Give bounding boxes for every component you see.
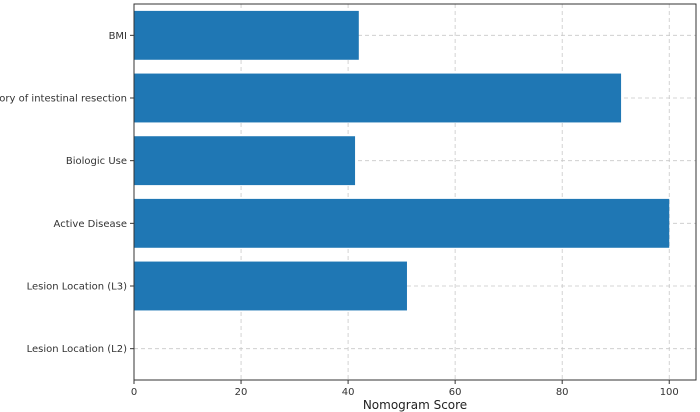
x-tick-label: 100 xyxy=(660,387,679,398)
y-tick-label: BMI xyxy=(109,31,127,42)
y-tick-label: Lesion Location (L3) xyxy=(27,282,127,293)
x-ticks: 0 20 40 60 80 100 xyxy=(131,380,679,398)
bar xyxy=(134,10,359,60)
bar xyxy=(134,261,407,311)
y-tick-label: Biologic Use xyxy=(66,156,127,167)
bar xyxy=(134,198,670,248)
x-tick-label: 80 xyxy=(556,387,569,398)
y-tick-label: Active Disease xyxy=(54,219,127,230)
bar xyxy=(134,73,622,123)
y-tick-label: Lesion Location (L2) xyxy=(27,344,127,355)
x-tick-label: 20 xyxy=(235,387,248,398)
bars xyxy=(134,10,670,311)
x-axis-title: Nomogram Score xyxy=(363,398,467,412)
x-tick-label: 0 xyxy=(131,387,137,398)
x-tick-label: 60 xyxy=(449,387,462,398)
y-tick-label: History of intestinal resection xyxy=(0,94,127,105)
bar xyxy=(134,136,356,186)
plot-frame xyxy=(133,3,697,381)
x-tick-label: 40 xyxy=(342,387,355,398)
y-labels: BMI History of intestinal resection Biolog… xyxy=(0,31,134,355)
plot-area xyxy=(134,4,696,380)
